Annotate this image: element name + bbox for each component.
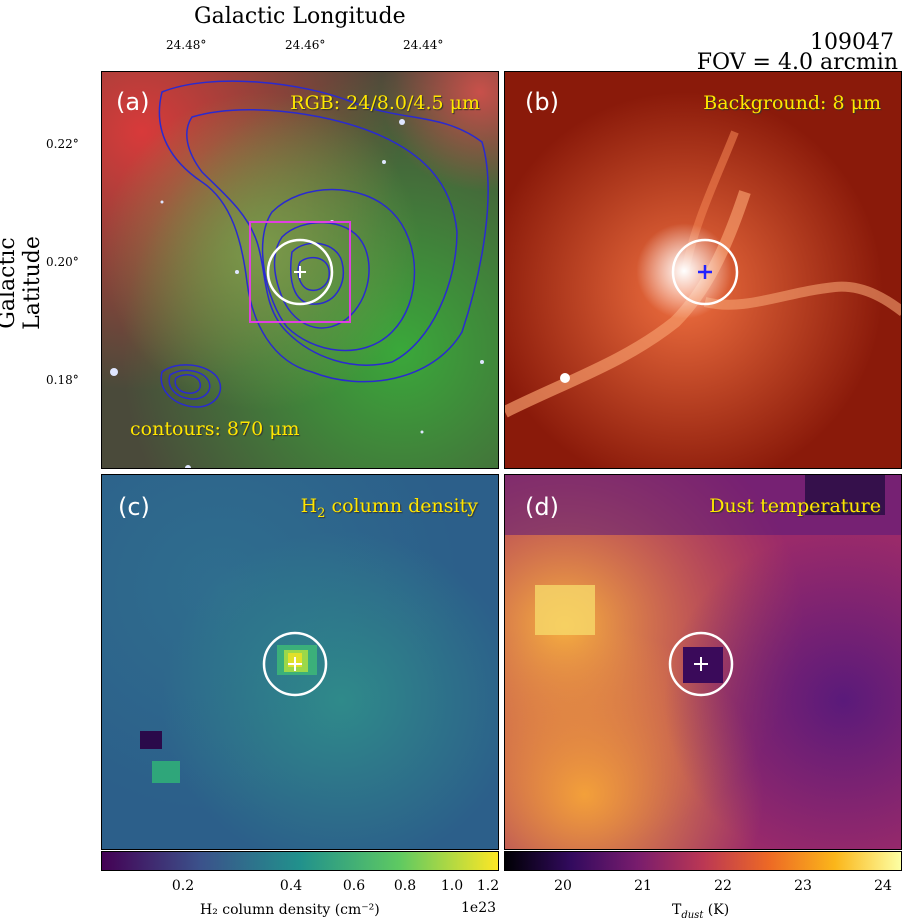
tdust-tick-0: 20 (554, 878, 572, 894)
panel-c-label-rest: column density (325, 495, 478, 517)
fov-label: FOV = 4.0 arcmin (696, 50, 898, 75)
panel-a-image (102, 72, 498, 468)
panel-b-8um: (b) Background: 8 μm (504, 71, 902, 469)
y-tick-1: 0.20° (46, 255, 79, 269)
panel-a-label: RGB: 24/8.0/4.5 μm (290, 92, 480, 114)
h2-tick-0: 0.2 (171, 878, 195, 894)
h2-tick-3: 0.8 (393, 878, 417, 894)
colorbar-h2-offset: 1e23 (461, 900, 497, 916)
tdust-label-main: T (672, 902, 682, 918)
panel-b-tag: (b) (525, 88, 559, 116)
panel-d-tag: (d) (525, 493, 559, 521)
x-axis-title: Galactic Longitude (194, 4, 406, 29)
panel-c-image (102, 475, 498, 849)
x-tick-1: 24.46° (285, 38, 326, 52)
panel-d-tdust: (d) Dust temperature (504, 474, 902, 850)
x-tick-2: 24.44° (403, 38, 444, 52)
colorbar-tdust (504, 851, 902, 871)
tdust-tick-4: 24 (874, 878, 892, 894)
h2-tick-4: 1.0 (440, 878, 464, 894)
panel-c-tag: (c) (118, 493, 150, 521)
colorbar-tdust-label: Tdust (K) (672, 902, 729, 921)
y-tick-0: 0.22° (46, 137, 79, 151)
tdust-tick-3: 23 (794, 878, 812, 894)
h2-tick-1: 0.4 (279, 878, 303, 894)
panel-b-label: Background: 8 μm (703, 92, 881, 114)
panel-c-label-main: H (300, 495, 318, 517)
tdust-label-unit: (K) (703, 902, 730, 918)
h2-tick-5: 1.2 (476, 878, 500, 894)
panel-c-h2: (c) H2 column density (101, 474, 499, 850)
tdust-tick-2: 22 (714, 878, 732, 894)
panel-d-label: Dust temperature (709, 495, 881, 517)
panel-d-image (505, 475, 901, 849)
panel-c-label: H2 column density (301, 495, 478, 521)
h2-tick-2: 0.6 (342, 878, 366, 894)
panel-a-rgb: (a) RGB: 24/8.0/4.5 μm contours: 870 μm (101, 71, 499, 469)
panel-a-tag: (a) (116, 88, 150, 116)
source-id: 109047 (810, 30, 894, 55)
panel-b-image (505, 72, 901, 468)
tdust-label-sub: dust (681, 909, 704, 921)
colorbar-h2 (101, 851, 499, 871)
panel-a-contour-label: contours: 870 μm (130, 418, 300, 440)
tdust-tick-1: 21 (634, 878, 652, 894)
y-tick-2: 0.18° (46, 373, 79, 387)
colorbar-h2-label: H₂ column density (cm⁻²) (200, 902, 380, 918)
x-tick-0: 24.48° (166, 38, 207, 52)
panel-c-label-sub: 2 (317, 505, 326, 521)
y-axis-title: Galactic Latitude (0, 236, 45, 330)
